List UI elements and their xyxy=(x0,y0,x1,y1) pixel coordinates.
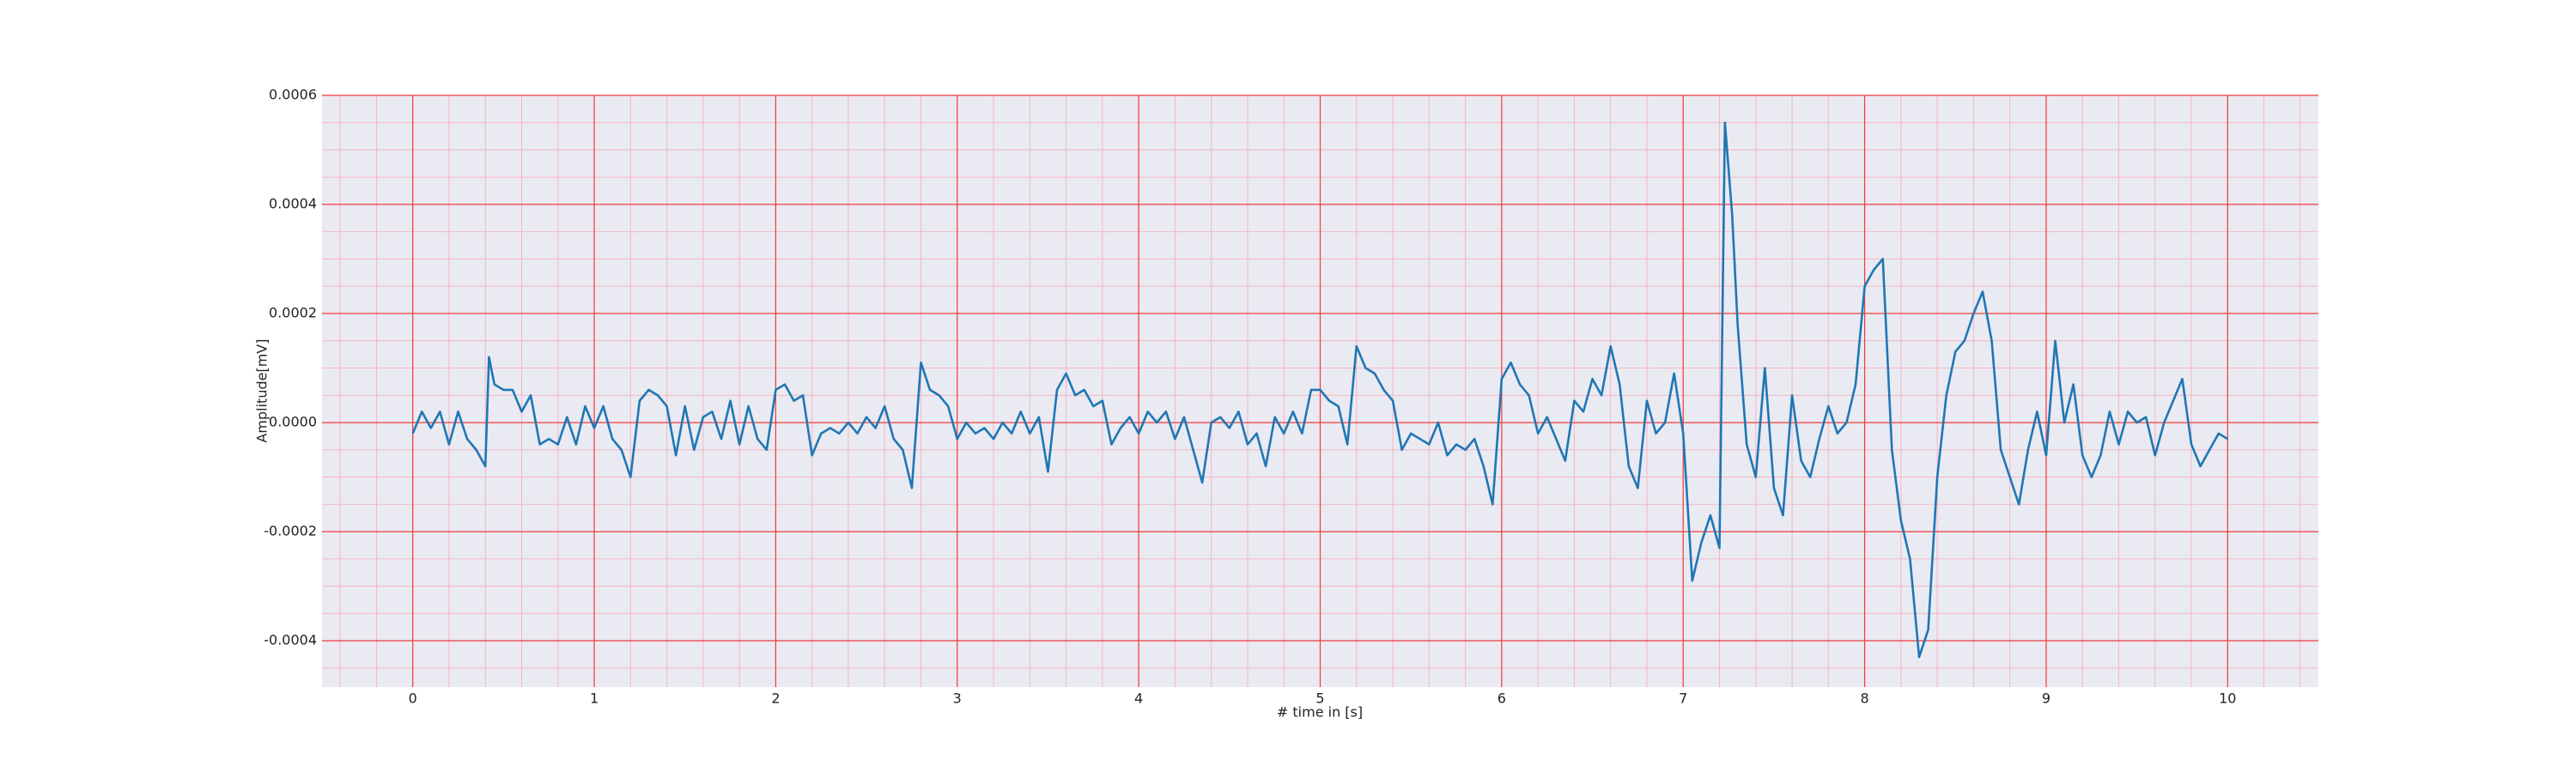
y-tick-label: 0.0002 xyxy=(269,305,317,321)
x-tick-label: 6 xyxy=(1498,691,1506,707)
x-tick-label: 3 xyxy=(953,691,962,707)
y-tick-label: -0.0002 xyxy=(264,523,317,539)
x-tick-label: 2 xyxy=(771,691,780,707)
x-tick-label: 8 xyxy=(1860,691,1868,707)
x-axis-label: # time in [s] xyxy=(1277,704,1363,721)
x-tick-label: 5 xyxy=(1315,691,1324,707)
y-tick-label: -0.0004 xyxy=(264,632,317,648)
x-tick-label: 9 xyxy=(2042,691,2050,707)
signal-line xyxy=(411,121,2228,659)
x-tick-label: 10 xyxy=(2219,691,2236,707)
y-axis-label: Amplitude[mV] xyxy=(254,338,270,442)
x-tick-label: 4 xyxy=(1134,691,1143,707)
y-tick-label: 0.0006 xyxy=(269,87,317,103)
x-tick-label: 1 xyxy=(590,691,598,707)
x-tick-label: 0 xyxy=(409,691,417,707)
y-tick-label: 0.0000 xyxy=(269,414,317,430)
x-tick-label: 7 xyxy=(1679,691,1687,707)
y-tick-label: 0.0004 xyxy=(269,196,317,212)
